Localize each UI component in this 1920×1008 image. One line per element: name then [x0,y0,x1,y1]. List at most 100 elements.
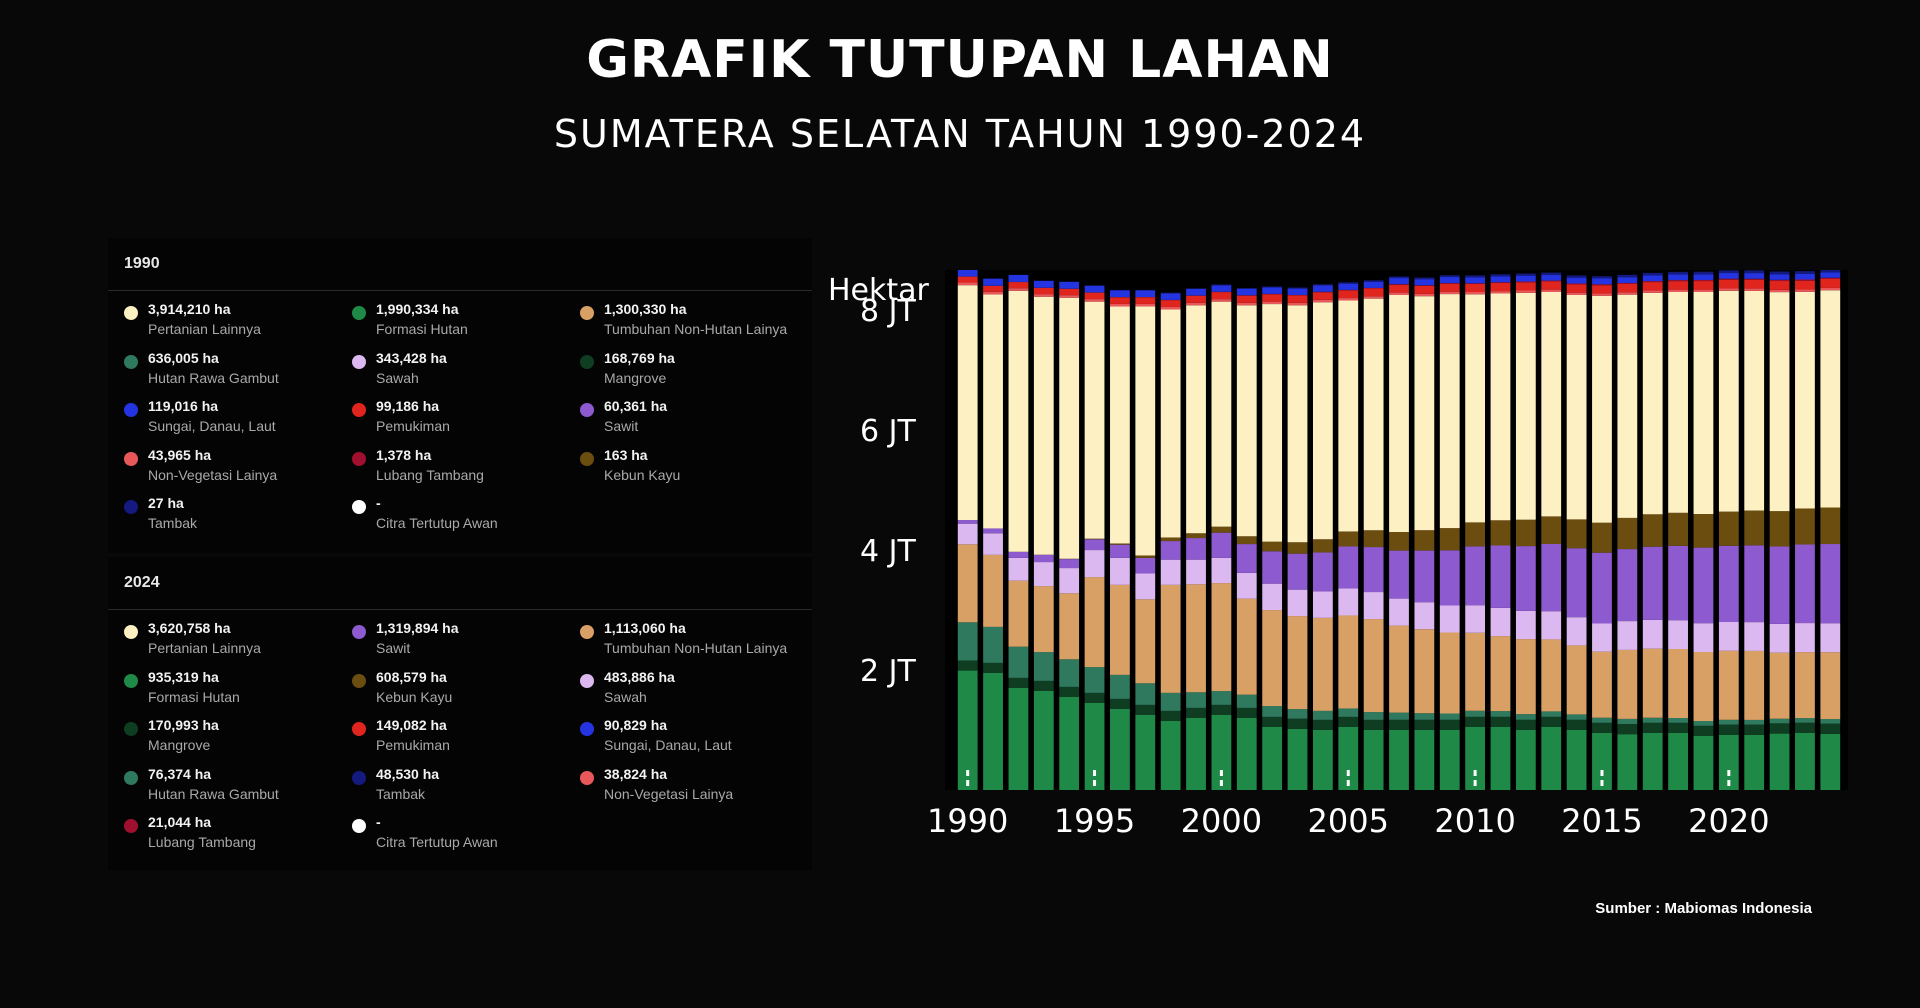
bar-segment [1795,273,1815,280]
bar-segment [1008,688,1029,790]
legend-item: 636,005 ha Hutan Rawa Gambut [108,350,336,398]
bar-segment [1795,722,1815,733]
legend-dot-icon [580,625,594,639]
bar-segment [1490,274,1511,277]
bar-segment [1642,619,1663,649]
bar-segment [983,673,1003,790]
legend-dot-icon [124,403,138,417]
bar-segment [983,294,1003,529]
bar-segment [1668,620,1688,649]
bar-segment [1795,289,1815,292]
bar-segment [1541,281,1562,290]
legend-label: Tumbuhan Non-Hutan Lainya [604,640,788,656]
legend-label: Sungai, Danau, Laut [604,737,732,753]
bar-segment [1642,281,1663,283]
bar-segment [1592,295,1612,523]
bar-segment [1186,559,1206,585]
bar-segment [1414,713,1435,720]
legend-value: - [376,495,381,511]
legend-item: 149,082 ha Pemukiman [336,717,564,765]
bar-segment [1186,584,1206,693]
legend-panel-2024: 2024 3,620,758 ha Pertanian Lainnya 1,319,… [108,557,812,870]
bar-segment [1668,280,1688,282]
bar-segment [1617,649,1638,719]
bar-segment [1718,724,1739,735]
bar-segment [1820,272,1841,278]
bar-segment [1515,519,1536,547]
bar-segment [1795,508,1815,545]
x-tick-label: 2005 [1308,802,1389,840]
bar-segment [1668,292,1688,513]
bar-segment [1033,652,1054,681]
bar-segment [1211,299,1232,302]
chart-subtitle: SUMATERA SELATAN TAHUN 1990-2024 [553,112,1367,156]
bar-segment [1211,284,1232,286]
bar-segment [1389,284,1409,293]
bar-segment [1414,550,1435,603]
bar-segment [1439,283,1460,292]
bar-segment [1744,650,1765,720]
bar-segment [1718,511,1739,546]
bar-segment [1160,300,1181,307]
bar-segment [1160,584,1181,693]
bar-segment [1566,277,1587,284]
bar-segment [1617,294,1638,518]
bar-segment [1439,291,1460,295]
bar-segment [1186,707,1206,718]
bar-segment [1541,711,1562,717]
legend-dot-icon [580,770,594,785]
bar-segment [1465,605,1486,633]
bar-segment [1389,550,1409,599]
bar-segment [1642,648,1663,718]
bar-segment [1135,306,1156,556]
legend-item: 90,829 ha Sungai, Danau, Laut [564,717,792,765]
bar-segment [1439,730,1460,790]
bar-segment [1515,282,1536,291]
bar-segment [1668,274,1688,281]
bar-segment [1668,289,1688,292]
bar-segment [1414,277,1435,280]
bar-segment [1465,632,1486,711]
legend-dot-icon [124,354,138,369]
bar-segment [1439,713,1460,720]
bar-segment [1617,292,1638,295]
bar-segment [1795,280,1815,290]
bar-segment [1490,276,1511,283]
legend-value: 1,300,330 ha [604,301,687,317]
bar-segment [957,622,978,661]
bar-segment [1414,279,1435,286]
bar-segment [1211,557,1232,584]
bar-segment [1693,281,1714,290]
y-axis-title: Hektar [828,273,930,308]
bar-segment [1287,287,1308,289]
bar-segment [1439,283,1460,284]
bar-segment [1744,270,1765,274]
bar-segment [1795,271,1815,274]
bar-segment [1465,277,1486,284]
legend-item: - Citra Tertutup Awan [336,495,564,543]
legend-value: 149,082 ha [376,717,447,733]
bar-segment [1693,271,1714,275]
bar-segment [1465,275,1486,278]
bar-segment [1008,288,1029,291]
bar-segment [1389,292,1409,295]
bar-segment [1262,610,1283,707]
legend-item: 343,428 ha Sawah [336,350,564,398]
bar-segment [1744,273,1765,279]
legend-label: Pertanian Lainnya [148,321,261,337]
bar-segment [1465,710,1486,717]
bar-segment [1084,285,1105,293]
bar-segment [1084,550,1105,578]
bar-segment [1769,718,1790,724]
bar-segment [1059,559,1080,569]
bar-segment [1439,632,1460,714]
bar-segment [1186,288,1206,289]
bar-segment [1718,650,1739,720]
bar-segment [1135,297,1156,304]
legend-label: Citra Tertutup Awan [376,515,498,531]
bar-segment [1262,294,1283,302]
x-tick-label: 1990 [927,802,1008,840]
legend-item: 38,824 ha Non-Vegetasi Lainya [564,766,792,814]
legend-value: 99,186 ha [376,398,440,414]
legend-dot-icon [124,306,138,320]
